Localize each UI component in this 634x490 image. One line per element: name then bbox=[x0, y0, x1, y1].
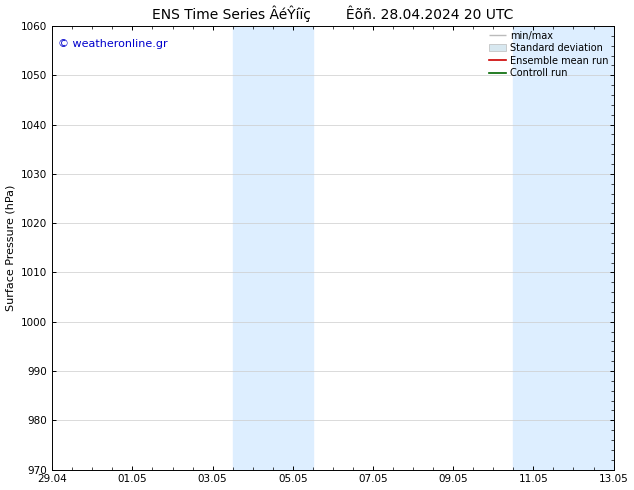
Title: ENS Time Series ÂéŶíïç        Êõñ. 28.04.2024 20 UTC: ENS Time Series ÂéŶíïç Êõñ. 28.04.2024 2… bbox=[152, 5, 514, 22]
Y-axis label: Surface Pressure (hPa): Surface Pressure (hPa) bbox=[6, 185, 16, 311]
Bar bbox=[233, 26, 313, 469]
Legend: min/max, Standard deviation, Ensemble mean run, Controll run: min/max, Standard deviation, Ensemble me… bbox=[487, 29, 611, 80]
Bar bbox=[514, 26, 633, 469]
Text: © weatheronline.gr: © weatheronline.gr bbox=[58, 39, 167, 49]
